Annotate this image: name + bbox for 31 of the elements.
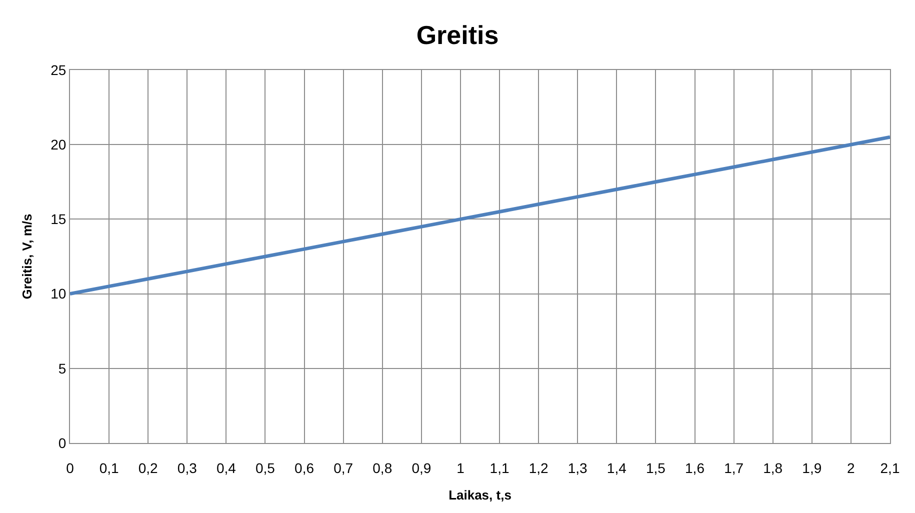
y-tick-label: 15 — [50, 211, 66, 228]
x-tick-label: 0,6 — [294, 460, 314, 476]
x-tick-label: 1,5 — [646, 460, 666, 476]
x-tick-label: 0,7 — [334, 460, 354, 476]
y-tick-label: 10 — [50, 286, 66, 302]
x-tick-label: 2 — [847, 460, 856, 476]
x-tick-label: 0,2 — [138, 460, 158, 476]
x-tick-label: 1,7 — [724, 460, 744, 476]
x-tick-label: 0,4 — [216, 460, 236, 476]
x-tick-label: 1,4 — [606, 460, 627, 476]
x-tick-label: 0,3 — [177, 460, 198, 476]
x-tick-label: 0,5 — [256, 460, 276, 476]
y-tick-label: 25 — [50, 62, 66, 78]
x-tick-label: 1,9 — [802, 460, 822, 476]
x-tick-label: 1,8 — [763, 460, 783, 476]
x-tick-label: 1 — [456, 460, 465, 476]
chart-title: Greitis — [416, 20, 499, 50]
line-series — [70, 135, 890, 296]
y-tick-label: 0 — [58, 434, 66, 451]
y-tick-label: 5 — [58, 360, 66, 376]
x-tick-label: 1,6 — [685, 460, 705, 476]
x-tick-label: 1,3 — [568, 460, 588, 476]
y-tick-label: 20 — [50, 136, 66, 152]
x-axis-title: Laikas, t,s — [448, 487, 512, 502]
y-axis-title: Greitis, V, m/s — [20, 214, 35, 300]
x-tick-label: 0,8 — [372, 460, 392, 476]
x-tick-label: 0,9 — [412, 460, 432, 476]
x-tick-label: 1,2 — [528, 460, 549, 476]
x-tick-label: 1,1 — [490, 460, 510, 476]
x-tick-label: 0,1 — [99, 460, 119, 476]
x-tick-label: 2,1 — [880, 460, 900, 476]
